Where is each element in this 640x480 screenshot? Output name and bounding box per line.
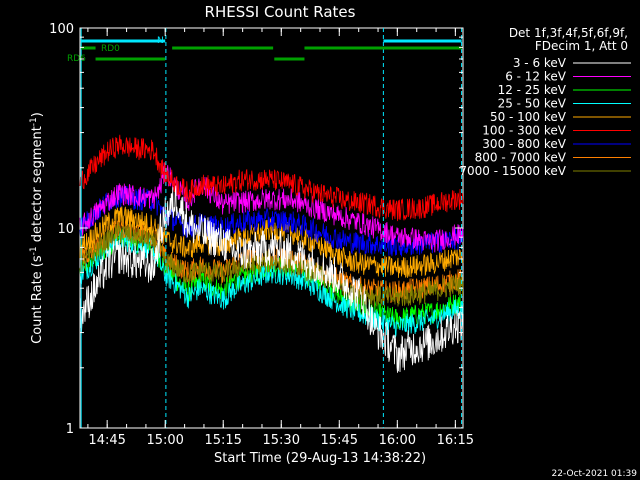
legend-label: 300 - 800 keV xyxy=(482,137,566,151)
x-axis-label: Start Time (29-Aug-13 14:38:22) xyxy=(214,451,426,466)
y-tick-label: 10 xyxy=(57,222,74,237)
x-tick-label: 15:45 xyxy=(321,433,358,448)
legend-label: 7000 - 15000 keV xyxy=(459,164,566,178)
series-line-5 xyxy=(79,134,464,222)
chart-title: RHESSI Count Rates xyxy=(205,3,356,21)
footer-date: 22-Oct-2021 01:39 xyxy=(552,469,638,479)
y-label-part-1: Count Rate (s xyxy=(30,255,45,344)
legend-label: 12 - 25 keV xyxy=(498,83,567,97)
annotation-group: RD0 RD6 N xyxy=(67,36,462,64)
y-label-part-2: detector segment xyxy=(30,126,45,246)
y-label-sup-1: -1 xyxy=(29,246,39,255)
n-label: N xyxy=(157,36,164,46)
legend-header-2: FDecim 1, Att 0 xyxy=(535,39,628,53)
x-axis-ticks: 14:45 15:00 15:15 15:30 15:45 16:00 16:15 xyxy=(87,28,474,448)
series-line-0 xyxy=(79,185,464,373)
legend-label: 3 - 6 keV xyxy=(513,56,567,70)
legend-label: 100 - 300 keV xyxy=(482,124,566,138)
y-axis-ticks: 1 10 100 xyxy=(49,22,463,437)
x-tick-label: 15:15 xyxy=(204,433,241,448)
legend-label: 6 - 12 keV xyxy=(505,70,567,84)
y-label-sup-2: -1 xyxy=(29,117,39,126)
rd6-label: RD6 xyxy=(67,54,86,64)
legend-label: 25 - 50 keV xyxy=(498,97,567,111)
y-tick-label: 1 xyxy=(66,422,74,437)
y-label-part-3: ) xyxy=(30,112,45,117)
x-tick-label: 14:45 xyxy=(88,433,125,448)
x-tick-label: 15:30 xyxy=(263,433,300,448)
legend-label: 800 - 7000 keV xyxy=(475,151,567,165)
y-tick-label: 100 xyxy=(49,22,74,37)
series-line-1 xyxy=(79,162,464,253)
legend-header-1: Det 1f,3f,4f,5f,6f,9f, xyxy=(509,26,628,40)
y-axis-label: Count Rate (s-1 detector segment-1) xyxy=(29,112,45,344)
rd0-label: RD0 xyxy=(101,44,120,54)
legend-label: 50 - 100 keV xyxy=(490,110,567,124)
series-group xyxy=(79,134,464,373)
x-tick-label: 15:00 xyxy=(146,433,183,448)
x-tick-label: 16:00 xyxy=(379,433,416,448)
x-tick-label: 16:15 xyxy=(437,433,474,448)
series-line-4 xyxy=(79,206,464,278)
